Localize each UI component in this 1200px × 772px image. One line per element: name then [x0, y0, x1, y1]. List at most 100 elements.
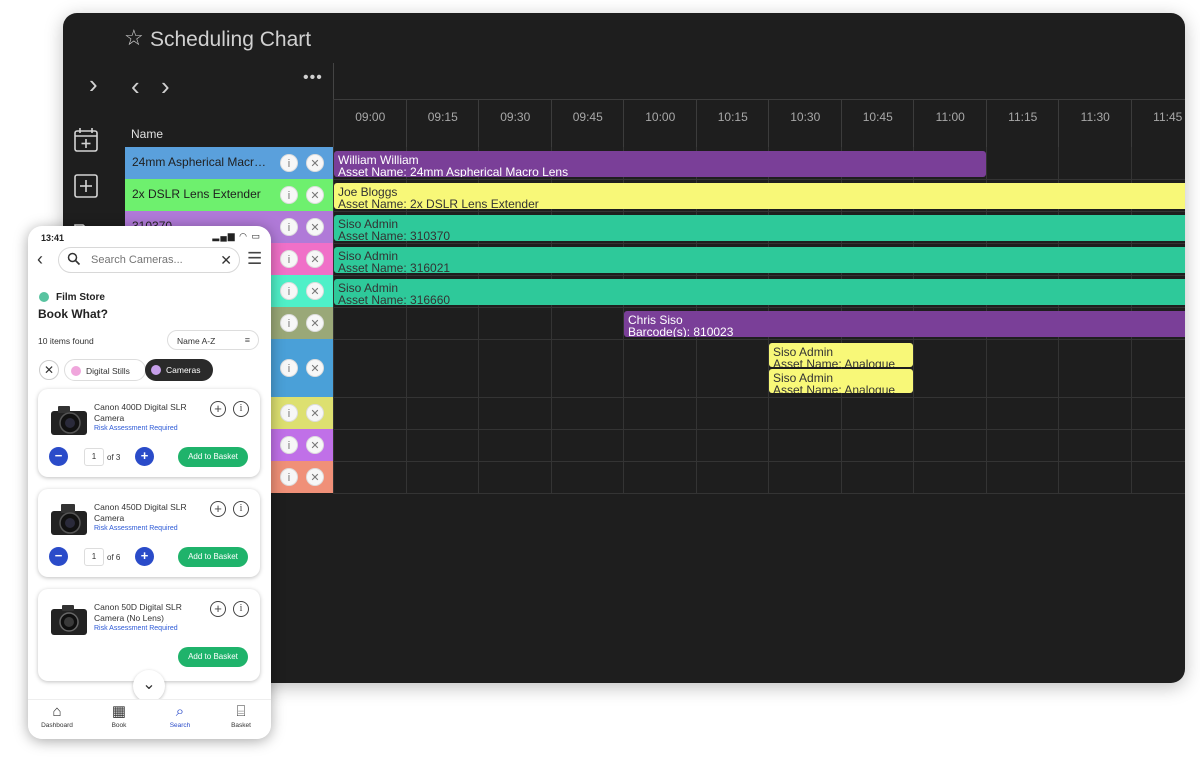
search-input[interactable]	[91, 254, 201, 266]
tab-dashboard[interactable]: ⌂ Dashboard	[32, 704, 82, 730]
chip-dot	[151, 365, 161, 375]
tab-book[interactable]: ▦ Book	[94, 704, 144, 730]
remove-icon[interactable]: ✕	[306, 436, 324, 454]
tab-bar: ⌂ Dashboard ▦ Book ⌕ Search ⌸ Basket	[28, 699, 271, 739]
tab-basket[interactable]: ⌸ Basket	[216, 704, 266, 730]
add-circle-icon[interactable]: +	[210, 601, 226, 617]
info-icon[interactable]: i	[280, 404, 298, 422]
asset-row[interactable]: 2x DSLR Lens Extender i ✕	[125, 179, 333, 211]
remove-icon[interactable]: ✕	[306, 359, 324, 377]
clear-filters-button[interactable]: ✕	[39, 360, 59, 380]
info-icon[interactable]: i	[280, 314, 298, 332]
add-circle-icon[interactable]: +	[210, 401, 226, 417]
time-column-header: 09:15	[405, 100, 480, 148]
add-to-basket-button[interactable]: Add to Basket	[178, 647, 248, 667]
grid-vertical-line	[333, 147, 334, 493]
decrease-quantity-button[interactable]: −	[49, 547, 68, 566]
booking-block[interactable]: Siso Admin Asset Name: Analogue	[769, 369, 913, 393]
increase-quantity-button[interactable]: +	[135, 547, 154, 566]
info-icon[interactable]: i	[280, 436, 298, 454]
signal-wifi-battery-icon: ▂▄▆ ◠ ▭	[212, 231, 261, 241]
info-icon[interactable]: i	[280, 282, 298, 300]
time-column-header: 11:45	[1130, 100, 1186, 148]
product-card[interactable]: Canon 400D Digital SLR Camera Risk Asses…	[38, 389, 260, 477]
tab-search[interactable]: ⌕ Search	[155, 703, 205, 730]
booking-block[interactable]: Siso Admin Asset Name: Analogue	[769, 343, 913, 367]
camera-image	[51, 406, 87, 435]
grid-horizontal-line	[333, 243, 1185, 244]
calendar-add-icon[interactable]	[73, 127, 99, 153]
product-card[interactable]: Canon 450D Digital SLR Camera Risk Asses…	[38, 489, 260, 577]
remove-icon[interactable]: ✕	[306, 468, 324, 486]
quantity-field[interactable]: 1	[84, 548, 104, 566]
chevron-left-icon[interactable]: ‹	[131, 71, 140, 101]
booking-block[interactable]: Joe Bloggs Asset Name: 2x DSLR Lens Exten…	[334, 183, 1185, 209]
remove-icon[interactable]: ✕	[306, 186, 324, 204]
booking-block[interactable]: Siso Admin Asset Name: 316021	[334, 247, 1185, 273]
risk-assessment-link[interactable]: Risk Assessment Required	[94, 525, 178, 532]
info-icon[interactable]: i	[280, 250, 298, 268]
info-icon[interactable]: i	[233, 401, 249, 417]
booking-block[interactable]: William William Asset Name: 24mm Aspheric…	[334, 151, 986, 177]
info-icon[interactable]: i	[280, 218, 298, 236]
remove-icon[interactable]: ✕	[306, 314, 324, 332]
sort-label: Name A-Z	[177, 336, 216, 346]
star-icon[interactable]: ☆	[124, 25, 144, 50]
chip-digital-stills[interactable]: Digital Stills	[64, 359, 146, 381]
booking-detail: Barcode(s): 810023	[628, 325, 734, 337]
time-column-header: 11:15	[985, 100, 1060, 148]
booking-block[interactable]: Siso Admin Asset Name: 310370	[334, 215, 1185, 241]
asset-row[interactable]: 24mm Aspherical Macr… i ✕	[125, 147, 333, 179]
info-icon[interactable]: i	[280, 186, 298, 204]
risk-assessment-link[interactable]: Risk Assessment Required	[94, 425, 178, 432]
info-icon[interactable]: i	[233, 501, 249, 517]
chip-label: Cameras	[166, 365, 201, 375]
info-icon[interactable]: i	[233, 601, 249, 617]
search-bar[interactable]: ✕	[58, 247, 240, 273]
chip-cameras[interactable]: Cameras	[145, 359, 213, 381]
add-to-basket-button[interactable]: Add to Basket	[178, 447, 248, 467]
booking-user: Siso Admin	[773, 345, 834, 359]
info-icon[interactable]: i	[280, 468, 298, 486]
remove-icon[interactable]: ✕	[306, 218, 324, 236]
decrease-quantity-button[interactable]: −	[49, 447, 68, 466]
status-bar: 13:41 ▂▄▆ ◠ ▭	[28, 226, 271, 248]
risk-assessment-link[interactable]: Risk Assessment Required	[94, 625, 178, 632]
grid-vertical-line	[550, 147, 552, 493]
remove-icon[interactable]: ✕	[306, 154, 324, 172]
back-icon[interactable]: ‹	[37, 249, 43, 269]
info-icon[interactable]: i	[280, 154, 298, 172]
time-column-header: 10:30	[768, 100, 842, 148]
more-options-icon[interactable]: •••	[303, 69, 323, 86]
search-icon	[67, 252, 81, 266]
booking-block[interactable]: Chris Siso Barcode(s): 810023	[624, 311, 1185, 337]
chevron-right-icon[interactable]: ›	[89, 69, 98, 99]
items-count: 10 items found	[38, 336, 94, 346]
add-box-icon[interactable]	[73, 173, 99, 199]
chevron-right-icon[interactable]: ›	[161, 71, 170, 101]
sort-dropdown[interactable]: Name A-Z ≡	[167, 330, 259, 350]
chevron-down-icon[interactable]: ⌄	[133, 670, 165, 702]
store-status-dot	[39, 292, 49, 302]
quantity-max: of 6	[107, 553, 121, 562]
tab-label: Dashboard	[41, 722, 73, 729]
remove-icon[interactable]: ✕	[306, 404, 324, 422]
status-time: 13:41	[41, 233, 65, 243]
increase-quantity-button[interactable]: +	[135, 447, 154, 466]
grid-horizontal-line	[333, 461, 1185, 462]
close-icon[interactable]: ✕	[220, 252, 232, 268]
remove-icon[interactable]: ✕	[306, 250, 324, 268]
search-icon: ⌕	[175, 703, 185, 720]
time-column-header: 09:45	[550, 100, 625, 148]
quantity-field[interactable]: 1	[84, 448, 104, 466]
menu-icon[interactable]: ☰	[247, 249, 263, 268]
add-to-basket-button[interactable]: Add to Basket	[178, 547, 248, 567]
grid-horizontal-line	[333, 307, 1185, 308]
remove-icon[interactable]: ✕	[306, 282, 324, 300]
booking-block[interactable]: Siso Admin Asset Name: 316660	[334, 279, 1185, 305]
info-icon[interactable]: i	[280, 359, 298, 377]
schedule-grid: ‹ › ••• Name 09:00 09:15 09:30 09:45 10:00 10…	[125, 63, 1185, 683]
add-circle-icon[interactable]: +	[210, 501, 226, 517]
camera-image	[51, 504, 87, 535]
product-card[interactable]: Canon 50D Digital SLR Camera (No Lens) R…	[38, 589, 260, 681]
